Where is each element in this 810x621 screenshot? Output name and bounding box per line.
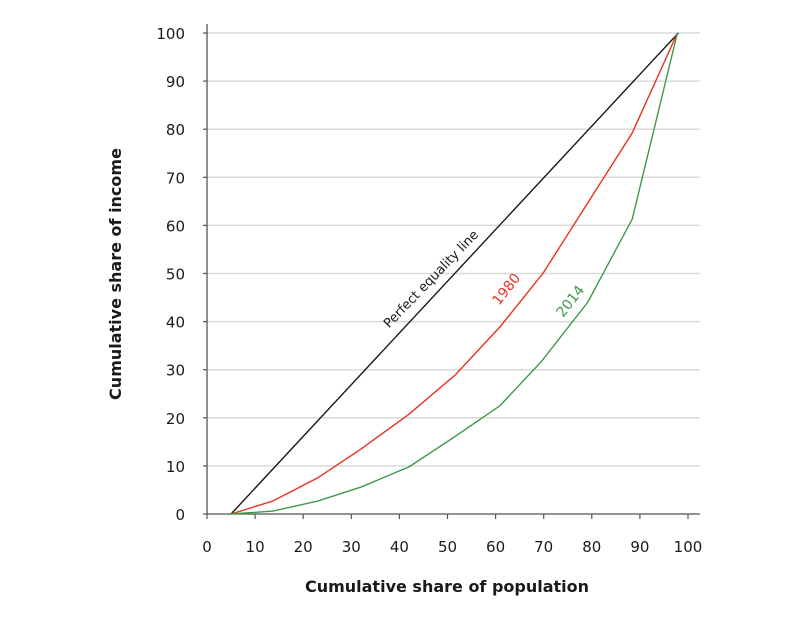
series-label-equality: Perfect equality line [381, 228, 482, 332]
series-label-2014: 2014 [554, 283, 589, 321]
y-tick-label: 0 [175, 506, 185, 524]
x-tick-label: 70 [534, 538, 553, 556]
x-tick-label: 60 [486, 538, 505, 556]
series-line-0 [230, 32, 679, 515]
y-tick-label: 90 [166, 73, 185, 91]
x-tick-label: 90 [630, 538, 649, 556]
y-tick-label: 20 [166, 410, 185, 428]
x-axis-label: Cumulative share of population [305, 577, 589, 596]
y-tick-label: 30 [166, 362, 185, 380]
x-tick-label: 20 [294, 538, 313, 556]
y-tick-label: 40 [166, 314, 185, 332]
axes [203, 24, 700, 519]
series-line-2 [231, 32, 679, 515]
x-tick-label: 50 [438, 538, 457, 556]
x-tick-label: 10 [246, 538, 265, 556]
y-tick-label: 60 [166, 217, 185, 235]
y-tick-label: 100 [156, 25, 185, 43]
tick-labels: 0 10 20 30 40 50 60 70 80 90 100 0 10 20 30 40 50 60 70 80 9… [156, 25, 702, 556]
y-tick-label: 80 [166, 121, 185, 139]
y-tick-label: 70 [166, 169, 185, 187]
x-tick-label: 80 [582, 538, 601, 556]
x-tick-label: 100 [674, 538, 703, 556]
y-axis-label: Cumulative share of income [106, 148, 125, 400]
x-tick-label: 0 [202, 538, 212, 556]
x-tick-label: 40 [390, 538, 409, 556]
series-lines [230, 32, 679, 515]
gridlines [207, 32, 700, 467]
y-tick-label: 10 [166, 458, 185, 476]
y-tick-label: 50 [166, 266, 185, 284]
series-line-1 [230, 32, 679, 515]
x-tick-label: 30 [342, 538, 361, 556]
